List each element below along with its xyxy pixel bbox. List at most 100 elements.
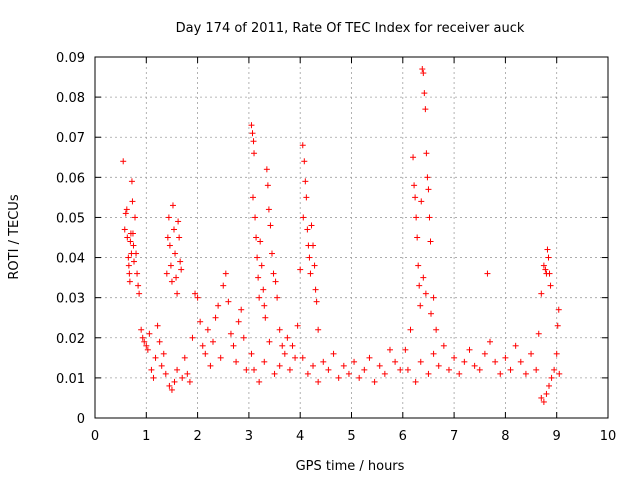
data-point bbox=[325, 366, 332, 373]
data-point bbox=[466, 346, 473, 353]
data-point bbox=[240, 334, 247, 341]
data-point bbox=[154, 322, 161, 329]
data-point bbox=[308, 222, 315, 229]
data-point bbox=[423, 150, 430, 157]
data-point bbox=[162, 370, 169, 377]
data-point bbox=[451, 354, 458, 361]
data-point bbox=[412, 194, 419, 201]
data-point bbox=[330, 350, 337, 357]
data-point bbox=[376, 362, 383, 369]
data-point bbox=[167, 262, 174, 269]
data-point bbox=[172, 250, 179, 257]
data-point bbox=[217, 354, 224, 361]
data-point bbox=[315, 326, 322, 333]
data-point bbox=[410, 154, 417, 161]
data-point bbox=[267, 222, 274, 229]
data-point bbox=[300, 214, 307, 221]
data-point bbox=[304, 226, 311, 233]
data-point bbox=[427, 238, 434, 245]
data-point bbox=[381, 370, 388, 377]
data-point bbox=[507, 366, 514, 373]
data-point bbox=[158, 362, 165, 369]
data-point bbox=[533, 366, 540, 373]
data-point bbox=[546, 270, 553, 277]
data-point bbox=[345, 370, 352, 377]
data-point bbox=[271, 370, 278, 377]
x-tick-label: 8 bbox=[501, 429, 509, 444]
data-point bbox=[126, 278, 133, 285]
data-point bbox=[414, 234, 421, 241]
data-point bbox=[260, 286, 267, 293]
data-point bbox=[312, 286, 319, 293]
data-point bbox=[250, 138, 257, 145]
data-point bbox=[192, 290, 199, 297]
data-point bbox=[540, 398, 547, 405]
data-point bbox=[310, 362, 317, 369]
data-point bbox=[122, 210, 129, 217]
data-point bbox=[123, 206, 130, 213]
data-point bbox=[215, 302, 222, 309]
data-point bbox=[512, 342, 519, 349]
data-point bbox=[251, 366, 258, 373]
data-point bbox=[121, 226, 128, 233]
data-point bbox=[261, 302, 268, 309]
data-point bbox=[528, 350, 535, 357]
data-point bbox=[425, 370, 432, 377]
data-point bbox=[422, 290, 429, 297]
y-axis-ticks: 0 0.01 0.02 0.03 0.04 0.05 0.06 0.07 0.08 0.09 bbox=[56, 51, 608, 427]
data-point bbox=[171, 226, 178, 233]
data-point bbox=[297, 266, 304, 273]
data-point bbox=[440, 342, 447, 349]
data-point bbox=[189, 334, 196, 341]
data-point bbox=[128, 178, 135, 185]
data-point bbox=[320, 358, 327, 365]
data-point bbox=[209, 338, 216, 345]
data-point bbox=[197, 318, 204, 325]
data-point bbox=[366, 354, 373, 361]
y-tick-label: 0.02 bbox=[56, 332, 85, 347]
data-point bbox=[456, 370, 463, 377]
data-point bbox=[315, 378, 322, 385]
data-point bbox=[445, 366, 452, 373]
data-point bbox=[199, 342, 206, 349]
y-tick-label: 0.04 bbox=[56, 252, 85, 267]
data-point bbox=[256, 378, 263, 385]
data-point bbox=[125, 254, 132, 261]
data-point bbox=[517, 358, 524, 365]
data-point bbox=[248, 122, 255, 129]
data-point bbox=[304, 370, 311, 377]
data-point bbox=[166, 382, 173, 389]
data-point bbox=[418, 198, 425, 205]
data-point bbox=[250, 194, 257, 201]
data-point bbox=[416, 282, 423, 289]
x-tick-label: 9 bbox=[553, 429, 561, 444]
data-point bbox=[417, 302, 424, 309]
data-point bbox=[371, 378, 378, 385]
data-point bbox=[413, 214, 420, 221]
data-point bbox=[148, 366, 155, 373]
data-point bbox=[307, 270, 314, 277]
data-point bbox=[141, 338, 148, 345]
data-point bbox=[127, 238, 134, 245]
data-point bbox=[544, 246, 551, 253]
data-point bbox=[212, 314, 219, 321]
data-point bbox=[264, 182, 271, 189]
data-point bbox=[168, 278, 175, 285]
data-point bbox=[125, 262, 132, 269]
data-point bbox=[340, 362, 347, 369]
y-tick-label: 0.01 bbox=[56, 372, 85, 387]
x-tick-label: 7 bbox=[450, 429, 458, 444]
data-point bbox=[547, 282, 554, 289]
data-point bbox=[174, 290, 181, 297]
grid bbox=[95, 57, 608, 418]
data-point bbox=[554, 322, 561, 329]
data-point bbox=[422, 106, 429, 113]
data-point bbox=[548, 374, 555, 381]
data-point bbox=[163, 270, 170, 277]
data-point bbox=[412, 378, 419, 385]
x-axis-label: GPS time / hours bbox=[296, 459, 405, 474]
data-point bbox=[272, 278, 279, 285]
data-point bbox=[292, 354, 299, 361]
data-point bbox=[471, 362, 478, 369]
data-point bbox=[144, 346, 151, 353]
